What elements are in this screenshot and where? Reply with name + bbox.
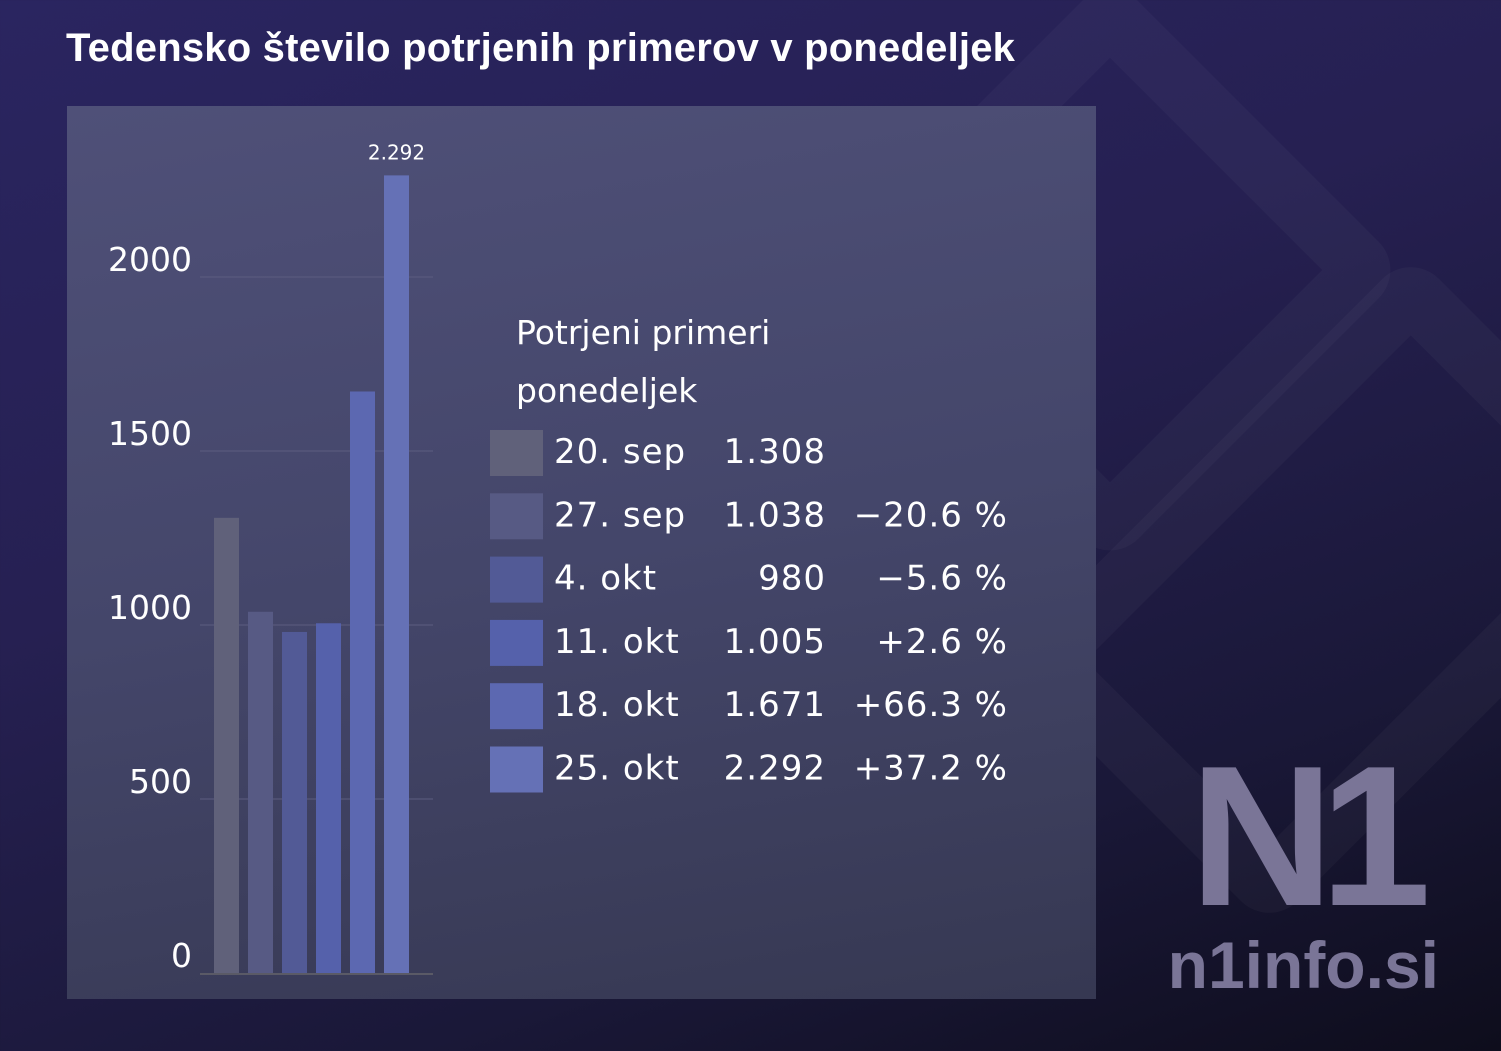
bar-18-okt (350, 391, 375, 973)
legend-change: +37.2 % (854, 749, 1008, 789)
bar-25-okt (384, 175, 409, 973)
legend-change: −20.6 % (854, 495, 1008, 535)
y-tick-label: 2000 (108, 240, 192, 279)
n1-logo-watermark: N1 n1info.si (1167, 725, 1439, 1002)
bar-4-okt (282, 631, 307, 973)
bar-27-sep (248, 611, 273, 973)
legend-change: +66.3 % (854, 685, 1008, 725)
legend-swatch (490, 556, 543, 603)
y-tick-label: 500 (129, 762, 192, 801)
legend-date: 25. okt (554, 749, 680, 789)
bar-11-okt (316, 623, 341, 973)
legend-value: 1.308 (724, 432, 826, 472)
legend-change: +2.6 % (876, 622, 1008, 662)
legend-value: 980 (758, 559, 826, 599)
y-tick-label: 1500 (108, 414, 192, 453)
legend-value: 1.671 (724, 685, 826, 725)
legend-change: −5.6 % (876, 559, 1008, 599)
legend-value: 1.038 (724, 495, 826, 535)
legend-title: Potrjeni primeri (516, 313, 770, 352)
y-tick-label: 0 (171, 936, 192, 975)
legend-swatch (490, 430, 543, 476)
legend-swatch (490, 746, 543, 793)
legend-date: 11. okt (554, 622, 680, 662)
legend-swatch (490, 493, 543, 540)
legend-subtitle: ponedeljek (516, 371, 698, 410)
data-label: 2.292 (368, 140, 425, 164)
chart-title: Tedensko število potrjenih primerov v po… (66, 26, 1016, 70)
bar-20-sep (214, 517, 239, 973)
legend-swatch (490, 683, 543, 730)
legend-date: 4. okt (554, 559, 657, 599)
legend-value: 2.292 (724, 749, 826, 789)
y-tick-label: 1000 (108, 588, 192, 627)
legend-date: 20. sep (554, 432, 686, 472)
legend-date: 27. sep (554, 495, 686, 535)
legend-date: 18. okt (554, 685, 680, 725)
legend-swatch (490, 619, 543, 666)
legend-value: 1.005 (724, 622, 826, 662)
